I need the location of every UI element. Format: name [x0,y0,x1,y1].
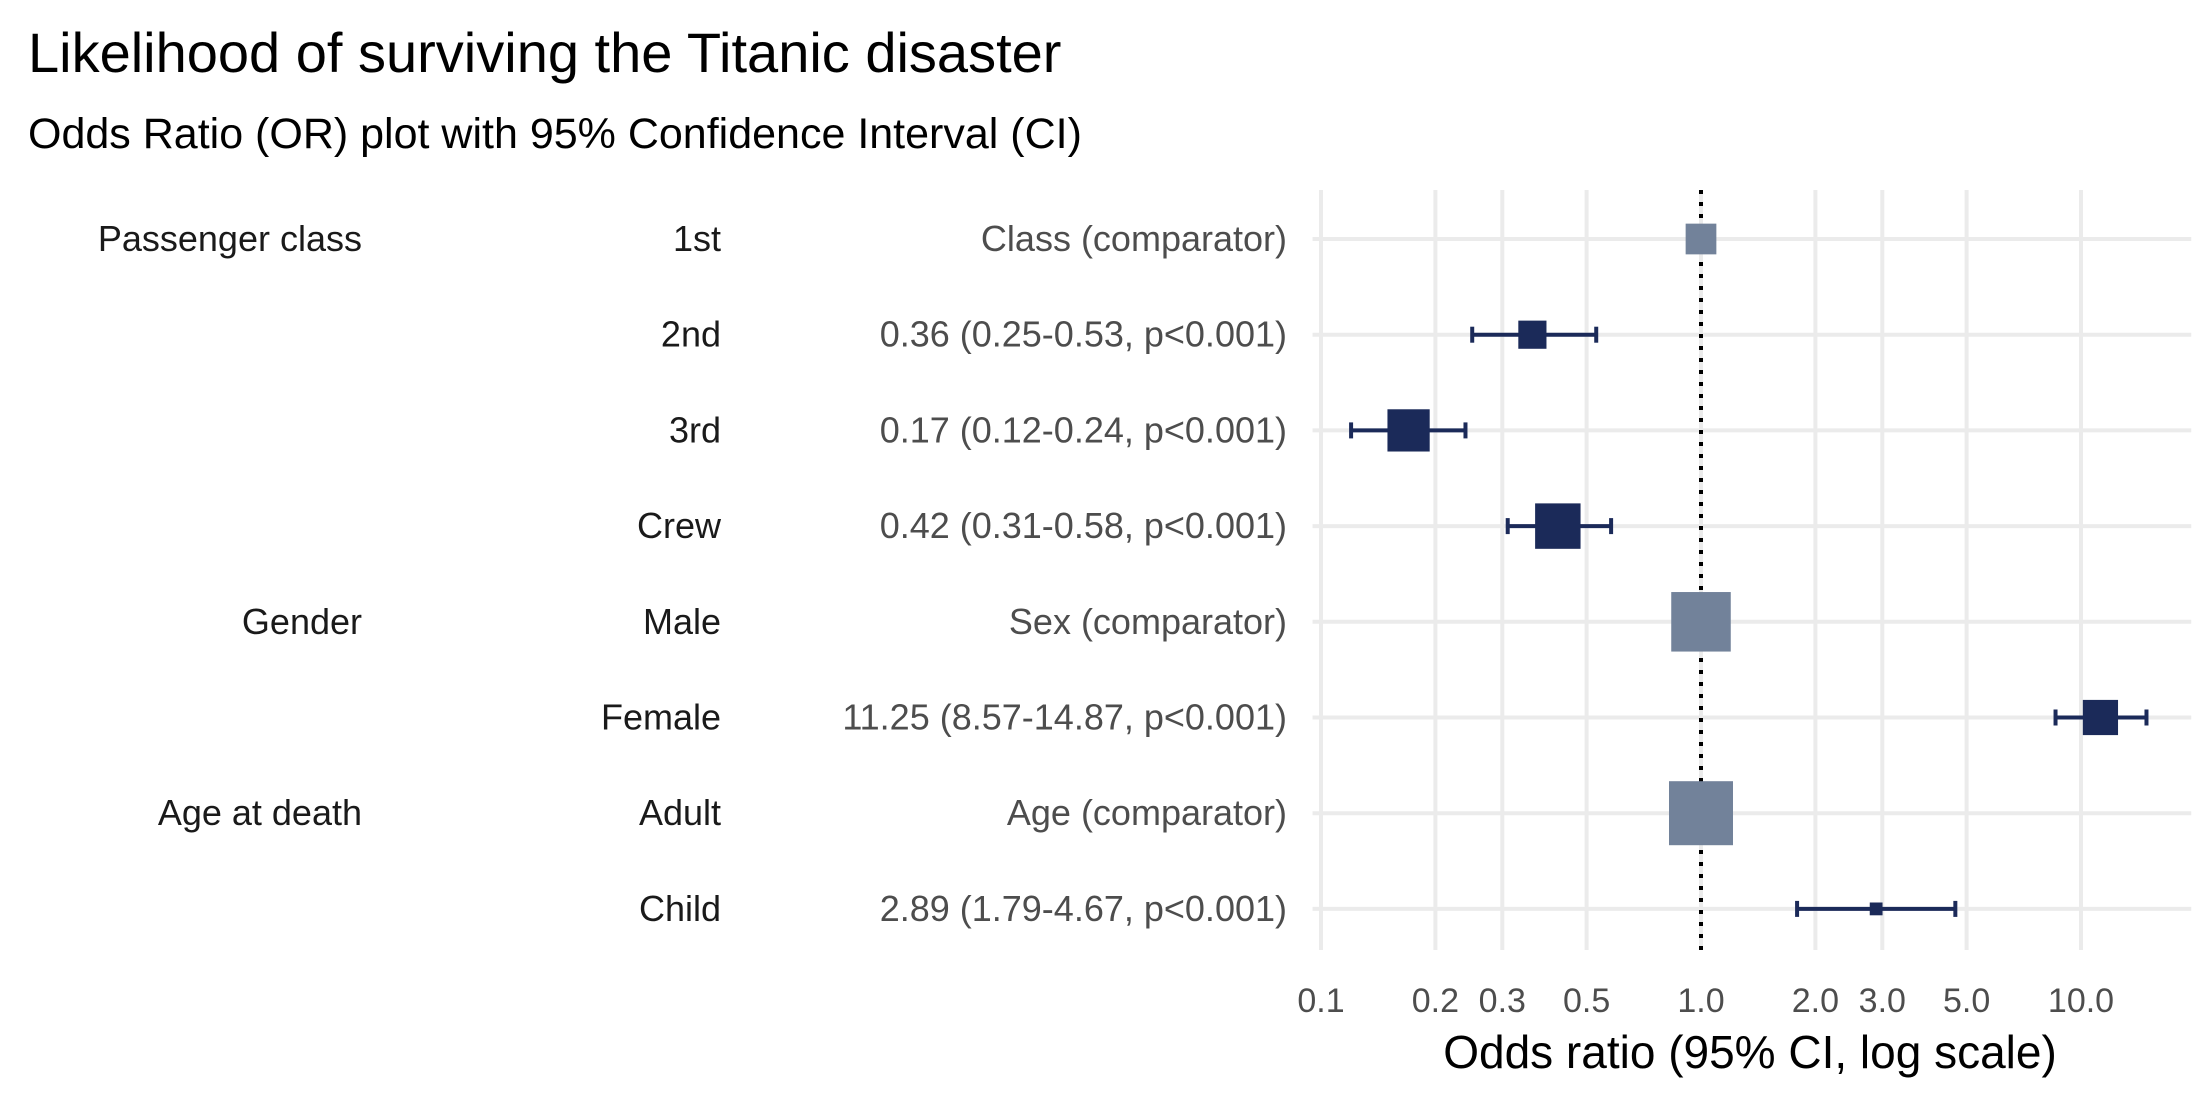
level-label: 3rd [669,409,721,450]
level-label: Female [601,697,721,738]
comparator-point [1671,592,1731,652]
grid [1312,190,2192,950]
row-labels: Passenger class 1st Class (comparator) 2nd 0… [98,218,1287,929]
x-tick-label: 5.0 [1943,982,1990,1020]
group-label: Gender [242,601,362,642]
x-tick-label: 0.2 [1412,982,1459,1020]
estimate-point [1387,409,1430,452]
or-label: 0.36 (0.25-0.53, p<0.001) [880,314,1287,355]
comparator-point [1685,223,1717,255]
or-label: Sex (comparator) [1009,601,1287,642]
x-tick-label: 0.5 [1563,982,1610,1020]
group-label: Passenger class [98,218,362,259]
x-axis-title: Odds ratio (95% CI, log scale) [1443,1026,2057,1078]
level-label: Child [639,888,721,929]
or-label: 2.89 (1.79-4.67, p<0.001) [880,888,1287,929]
or-label: 0.17 (0.12-0.24, p<0.001) [880,409,1287,450]
or-label: 0.42 (0.31-0.58, p<0.001) [880,505,1287,546]
level-label: 1st [673,218,721,259]
or-label: Class (comparator) [981,218,1287,259]
estimate-point [1535,503,1581,549]
x-tick-label: 10.0 [2048,982,2114,1020]
level-label: Crew [637,505,722,546]
x-tick-label: 1.0 [1677,982,1724,1020]
level-label: 2nd [661,314,721,355]
x-axis: 0.1 0.2 0.3 0.5 1.0 2.0 3.0 5.0 10.0 [1297,982,2114,1020]
x-tick-label: 0.3 [1479,982,1526,1020]
level-label: Male [643,601,721,642]
estimate-point [1869,902,1883,916]
estimate-point [1518,320,1547,349]
group-label: Age at death [158,792,362,833]
x-tick-label: 2.0 [1792,982,1839,1020]
estimate-point [2082,699,2119,736]
marks [1349,190,2149,950]
or-label: 11.25 (8.57-14.87, p<0.001) [842,697,1287,738]
or-label: Age (comparator) [1007,792,1287,833]
comparator-point [1669,781,1733,846]
x-tick-label: 0.1 [1297,982,1344,1020]
level-label: Adult [639,792,721,833]
chart-title: Likelihood of surviving the Titanic disa… [28,21,1061,84]
x-tick-label: 3.0 [1859,982,1906,1020]
chart-subtitle: Odds Ratio (OR) plot with 95% Confidence… [28,110,1082,158]
